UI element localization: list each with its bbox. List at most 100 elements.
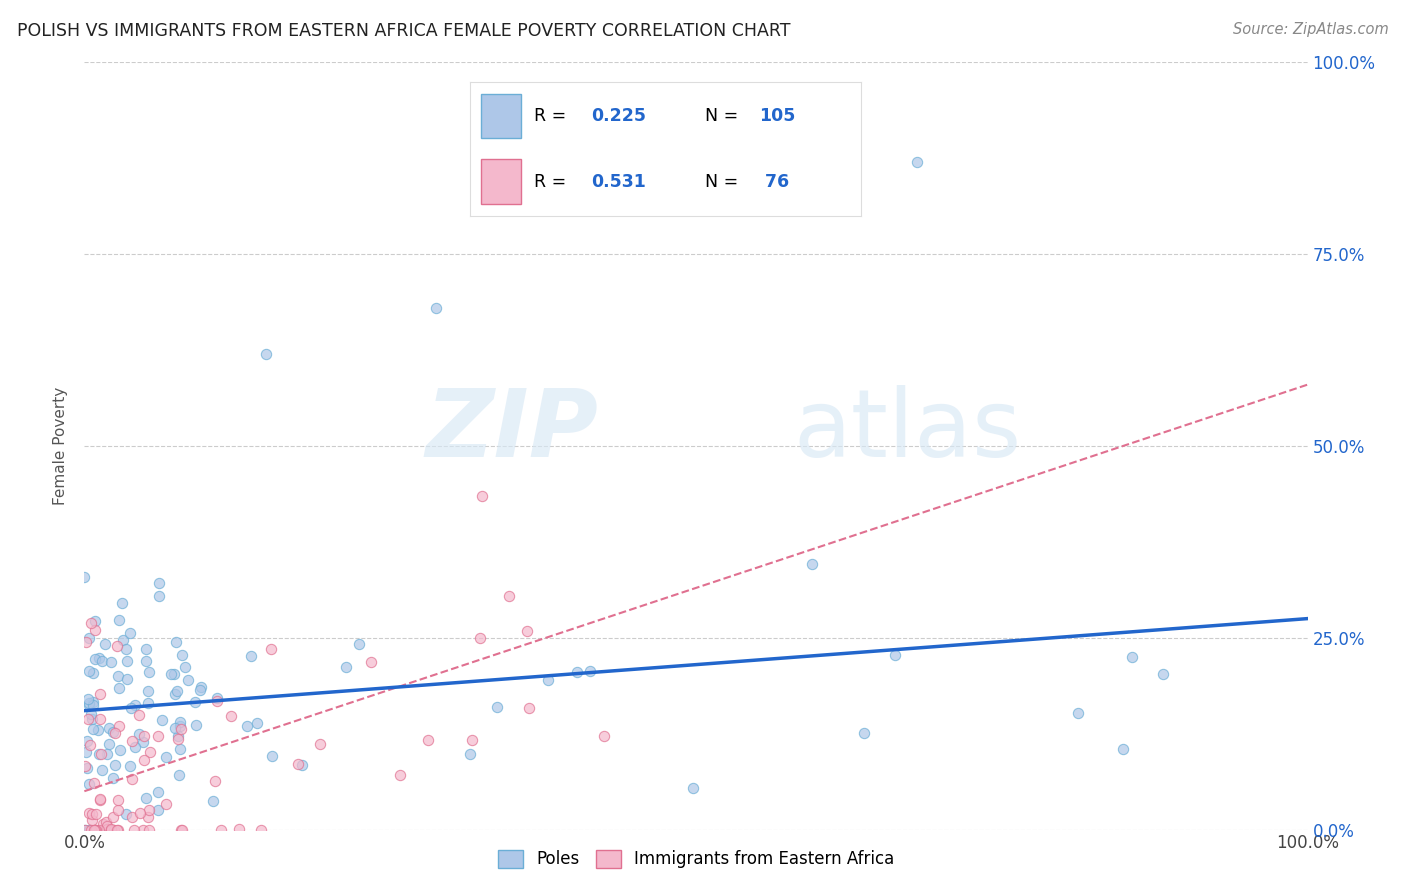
Point [163,666,186,681]
Point [118,625,141,640]
Point [103,724,125,739]
Point [260,642,283,657]
Point [83,614,105,628]
Point [389,768,412,782]
Point [205,690,228,705]
Point [108,742,131,756]
Point [128,708,150,723]
Point [246,716,269,731]
Point [77,698,100,712]
Point [167,729,190,743]
Point [163,687,186,701]
Point [202,794,225,808]
Point [80,813,103,827]
Point [100,655,122,669]
Point [565,665,588,679]
Point [219,708,242,723]
Point [101,772,124,786]
Point [73,759,96,773]
Point [134,729,156,743]
Point [84,822,107,837]
Point [132,822,155,837]
Point [91,817,114,831]
Point [136,810,159,824]
Point [291,758,314,772]
Point [93,637,115,651]
Point [84,652,107,666]
Point [138,803,160,817]
Point [471,489,494,503]
Point [169,715,191,730]
Point [80,707,103,722]
Point [100,822,122,837]
Point [82,723,104,737]
Point [228,822,250,837]
Point [87,723,110,737]
Text: Source: ZipAtlas.com: Source: ZipAtlas.com [1233,22,1389,37]
Point [73,822,96,837]
Text: POLISH VS IMMIGRANTS FROM EASTERN AFRICA FEMALE POVERTY CORRELATION CHART: POLISH VS IMMIGRANTS FROM EASTERN AFRICA… [17,22,790,40]
Point [115,672,138,686]
Point [101,810,124,824]
Point [155,750,177,764]
Point [262,748,284,763]
Point [461,733,484,747]
Point [163,722,186,736]
Point [108,718,131,732]
Point [122,822,145,837]
Point [250,822,273,837]
Point [148,590,170,604]
Point [517,701,540,715]
Point [108,613,131,627]
Point [83,822,105,837]
Point [418,732,440,747]
Point [77,805,100,820]
Point [460,747,482,762]
Point [425,301,447,315]
Point [155,797,177,811]
Point [682,780,704,795]
Point [98,721,121,735]
Point [108,681,131,695]
Point [79,776,101,790]
Point [87,822,110,837]
Point [800,558,823,572]
Point [128,726,150,740]
Point [165,634,187,648]
Point [146,803,169,817]
Point [115,654,138,668]
Point [170,722,193,736]
Point [107,803,129,817]
Point [84,807,107,822]
Point [485,699,508,714]
Point [132,735,155,749]
Point [209,822,232,837]
Point [905,155,928,169]
Point [105,822,128,837]
Point [76,761,98,775]
Point [82,698,104,712]
Point [205,694,228,708]
Point [80,806,103,821]
Point [170,648,193,662]
Point [111,596,134,610]
Point [107,792,129,806]
Point [239,649,262,664]
Point [80,822,103,837]
Point [537,673,560,687]
Point [96,822,118,837]
Point [136,696,159,710]
Point [104,758,127,772]
Point [77,632,100,646]
Point [83,623,105,637]
Point [254,347,277,361]
Point [114,641,136,656]
Point [121,772,143,786]
Point [190,681,212,695]
Point [76,734,98,748]
Point [139,745,162,759]
Point [160,667,183,681]
Point [167,732,190,747]
Point [136,684,159,698]
Point [167,767,190,781]
